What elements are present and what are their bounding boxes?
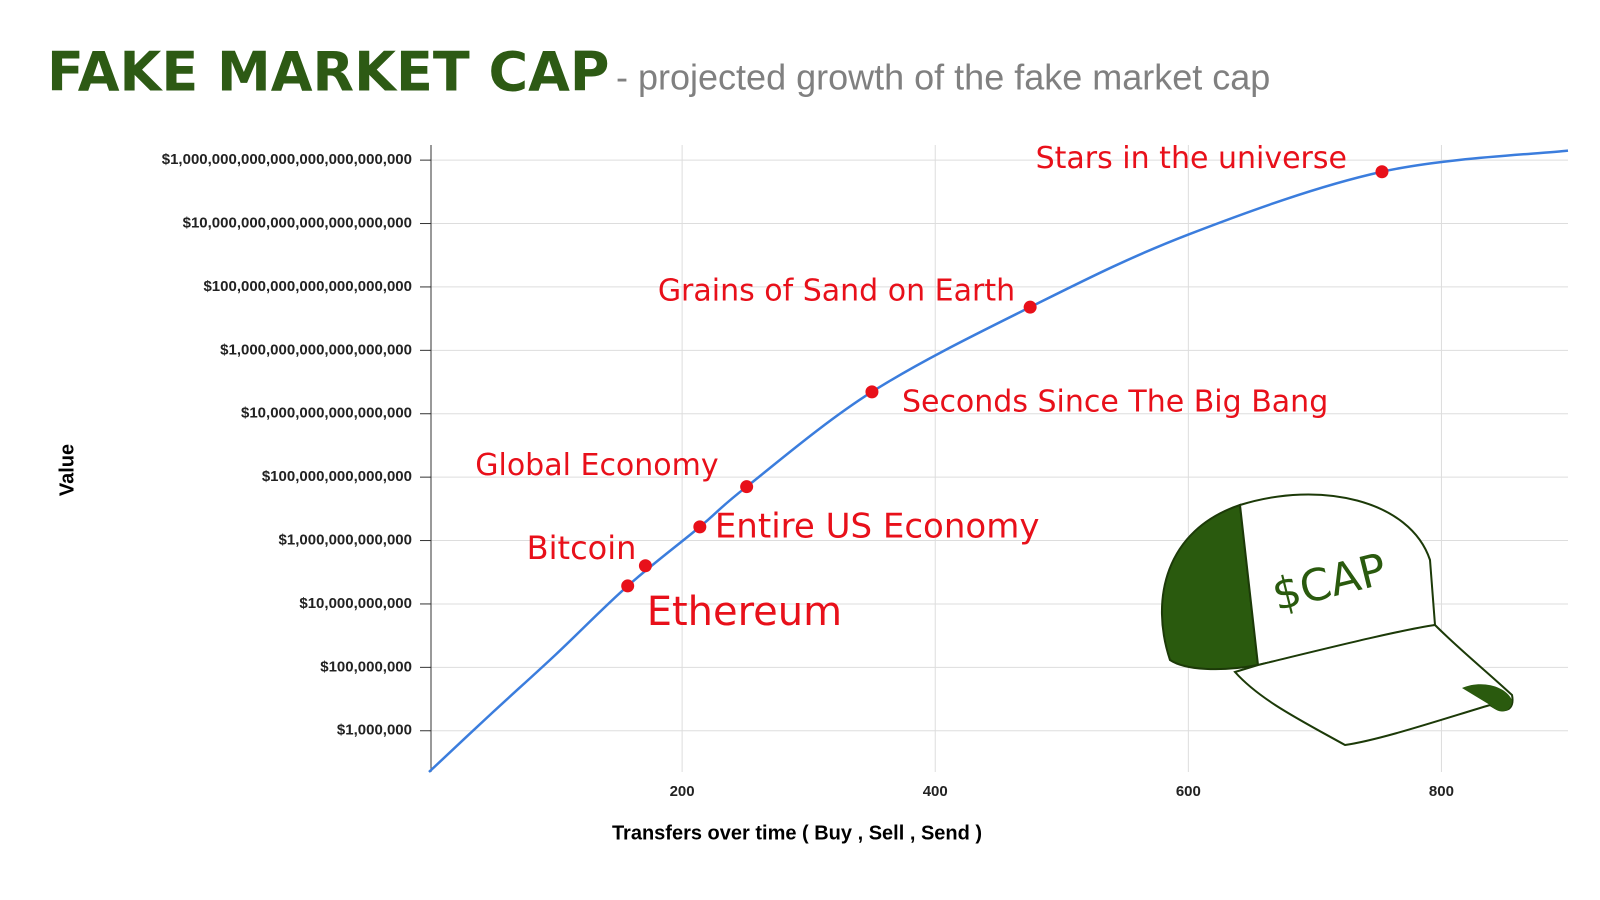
y-tick-label: $1,000,000,000,000 bbox=[279, 532, 412, 549]
y-tick-label: $1,000,000 bbox=[337, 722, 412, 739]
milestone-point bbox=[740, 480, 754, 494]
y-tick-label: $1,000,000,000,000,000,000 bbox=[220, 341, 412, 358]
milestone-label: Bitcoin bbox=[527, 529, 637, 567]
y-axis-label: Value bbox=[56, 444, 78, 496]
y-tick-label: $100,000,000,000,000,000,000 bbox=[203, 278, 412, 295]
milestone-point bbox=[865, 385, 879, 399]
milestone-point bbox=[638, 559, 652, 573]
milestone-label: Entire US Economy bbox=[715, 506, 1040, 546]
milestone-point bbox=[1375, 165, 1389, 179]
y-tick-label: $10,000,000,000,000,000,000,000 bbox=[183, 214, 412, 231]
y-tick-label: $100,000,000,000,000 bbox=[262, 468, 412, 485]
y-tick-label: $10,000,000,000,000,000 bbox=[241, 405, 412, 422]
x-tick-label: 600 bbox=[1176, 783, 1201, 800]
milestone-point bbox=[621, 579, 635, 593]
y-tick-label: $10,000,000,000 bbox=[299, 595, 412, 612]
x-tick-label: 200 bbox=[670, 783, 695, 800]
y-tick-label: $100,000,000 bbox=[320, 658, 412, 675]
x-axis-label: Transfers over time ( Buy , Sell , Send … bbox=[612, 822, 982, 844]
milestone-label: Stars in the universe bbox=[1036, 141, 1347, 176]
growth-line bbox=[428, 149, 1569, 773]
x-tick-label: 800 bbox=[1429, 783, 1454, 800]
cap-illustration: $CAP bbox=[1160, 493, 1514, 747]
milestone-point bbox=[693, 520, 707, 534]
grid: $1,000,000 $100,000,000 $10,000,000,000 $1,… bbox=[162, 145, 1568, 800]
plot: Ethereum Bitcoin Entire US Economy Global E… bbox=[428, 141, 1569, 773]
x-tick-label: 400 bbox=[923, 783, 948, 800]
chart-subtitle: - projected growth of the fake market ca… bbox=[616, 57, 1270, 98]
y-tick-label: $1,000,000,000,000,000,000,000,000 bbox=[162, 151, 412, 168]
milestone-label: Global Economy bbox=[475, 448, 718, 483]
milestone-label: Seconds Since The Big Bang bbox=[902, 384, 1328, 419]
chart-title: FAKE MARKET CAP bbox=[47, 41, 610, 104]
milestone-label: Grains of Sand on Earth bbox=[658, 274, 1015, 309]
cap-side bbox=[1160, 503, 1260, 671]
milestone-point bbox=[1023, 300, 1037, 314]
milestone-label: Ethereum bbox=[647, 589, 842, 635]
cap-brim-edge bbox=[1462, 684, 1512, 712]
